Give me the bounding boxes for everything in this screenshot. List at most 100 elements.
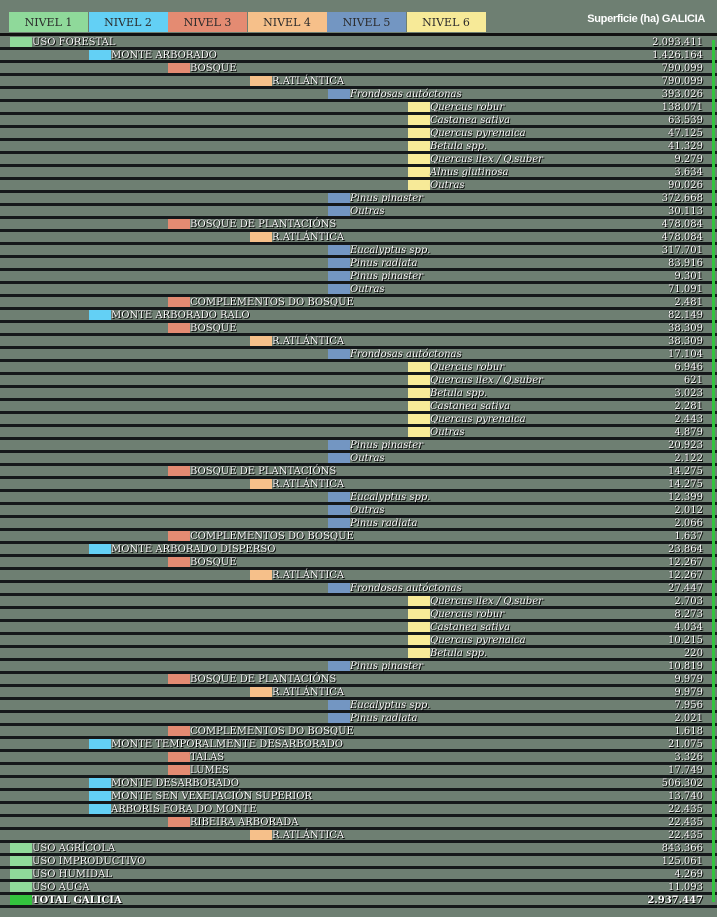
- table-row: BOSQUE 790.099: [0, 63, 717, 76]
- table-row: Outras 90.026: [0, 180, 717, 193]
- level-legend-6: NIVEL 6: [406, 12, 486, 32]
- row-value: 17.104: [668, 349, 703, 360]
- row-label: R.ATLÁNTICA: [272, 479, 345, 490]
- row-label: Outras: [350, 505, 385, 516]
- table-row: R.ATLÁNTICA 478.084: [0, 232, 717, 245]
- table-row: MONTE ARBORADO DISPERSO 23.864: [0, 544, 717, 557]
- row-value: 1.426.164: [652, 50, 703, 61]
- row-value: 2.021: [674, 713, 703, 724]
- table-row: Quercus ilex / Q.suber 2.703: [0, 596, 717, 609]
- table-row: Pinus radiata 2.021: [0, 713, 717, 726]
- row-label: MONTE ARBORADO: [111, 50, 217, 61]
- table-row: Quercus ilex / Q.suber 621: [0, 375, 717, 388]
- row-value: 3.634: [674, 167, 703, 178]
- level-swatch: [168, 466, 190, 476]
- row-label: Pinus pinaster: [350, 193, 423, 204]
- table-row: Quercus pyrenaica 47.125: [0, 128, 717, 141]
- table-row: Quercus robur 138.071: [0, 102, 717, 115]
- row-label: Quercus pyrenaica: [430, 635, 526, 646]
- row-label: Alnus glutinosa: [430, 167, 509, 178]
- level-swatch: [408, 180, 430, 190]
- table-row: Eucalyptus spp. 317.701: [0, 245, 717, 258]
- row-value: 12.267: [668, 557, 703, 568]
- table-row: TOTAL GALICIA 2.937.447: [0, 895, 717, 908]
- row-label: Quercus ilex / Q.suber: [430, 375, 543, 386]
- row-label: Quercus ilex / Q.suber: [430, 154, 543, 165]
- table-row: Quercus robur 6.946: [0, 362, 717, 375]
- table-row: COMPLEMENTOS DO BOSQUE 2.481: [0, 297, 717, 310]
- level-swatch: [89, 791, 111, 801]
- row-value: 7.956: [674, 700, 703, 711]
- table-row: BOSQUE 38.309: [0, 323, 717, 336]
- level-swatch: [408, 167, 430, 177]
- row-label: Castanea sativa: [430, 401, 511, 412]
- row-value: 38.309: [668, 323, 703, 334]
- row-value: 82.149: [668, 310, 703, 321]
- table-row: Quercus pyrenaica 10.215: [0, 635, 717, 648]
- row-value: 9.301: [674, 271, 703, 282]
- row-value: 2.703: [674, 596, 703, 607]
- row-label: TALAS: [190, 752, 225, 763]
- table-row: MONTE ARBORADO RALO 82.149: [0, 310, 717, 323]
- table-row: BOSQUE 12.267: [0, 557, 717, 570]
- row-label: Outras: [350, 284, 385, 295]
- level-swatch: [408, 401, 430, 411]
- row-value: 27.447: [668, 583, 703, 594]
- table-row: COMPLEMENTOS DO BOSQUE 1.637: [0, 531, 717, 544]
- level-swatch: [250, 830, 272, 840]
- table-row: Betula spp. 41.329: [0, 141, 717, 154]
- level-swatch: [10, 895, 32, 905]
- level-swatch: [89, 739, 111, 749]
- level-swatch: [168, 531, 190, 541]
- table-row: R.ATLÁNTICA 9.979: [0, 687, 717, 700]
- level-swatch: [408, 141, 430, 151]
- table-row: BOSQUE DE PLANTACIÓNS 14.275: [0, 466, 717, 479]
- row-label: Quercus ilex / Q.suber: [430, 596, 543, 607]
- row-label: Pinus pinaster: [350, 271, 423, 282]
- row-value: 21.075: [668, 739, 703, 750]
- row-label: Frondosas autóctonas: [350, 89, 462, 100]
- row-label: Castanea sativa: [430, 115, 511, 126]
- row-value: 2.122: [674, 453, 703, 464]
- row-label: Eucalyptus spp.: [350, 245, 431, 256]
- table-row: Pinus radiata 83.916: [0, 258, 717, 271]
- row-value: 9.279: [674, 154, 703, 165]
- row-value: 12.267: [668, 570, 703, 581]
- level-swatch: [408, 427, 430, 437]
- row-label: BOSQUE DE PLANTACIÓNS: [190, 674, 337, 685]
- row-value: 2.443: [674, 414, 703, 425]
- level-swatch: [250, 336, 272, 346]
- level-swatch: [168, 674, 190, 684]
- level-swatch: [250, 479, 272, 489]
- right-edge-bar: [712, 40, 715, 902]
- row-value: 3.023: [674, 388, 703, 399]
- level-swatch: [168, 297, 190, 307]
- row-value: 478.084: [661, 232, 703, 243]
- row-label: ARBORIS FORA DO MONTE: [111, 804, 257, 815]
- row-value: 506.302: [661, 778, 703, 789]
- row-label: R.ATLÁNTICA: [272, 232, 345, 243]
- row-value: 23.864: [668, 544, 703, 555]
- row-label: Pinus radiata: [350, 713, 418, 724]
- level-swatch: [10, 843, 32, 853]
- level-swatch: [408, 128, 430, 138]
- table-row: Eucalyptus spp. 12.399: [0, 492, 717, 505]
- row-label: USO AGRÍCOLA: [32, 843, 116, 854]
- row-value: 13.740: [668, 791, 703, 802]
- level-swatch: [328, 271, 350, 281]
- level-swatch: [328, 661, 350, 671]
- row-value: 125.061: [661, 856, 703, 867]
- row-label: USO HUMIDAL: [32, 869, 112, 880]
- row-label: COMPLEMENTOS DO BOSQUE: [190, 726, 354, 737]
- row-label: Pinus radiata: [350, 258, 418, 269]
- level-swatch: [328, 453, 350, 463]
- row-label: COMPLEMENTOS DO BOSQUE: [190, 297, 354, 308]
- row-label: Quercus pyrenaica: [430, 414, 526, 425]
- row-label: R.ATLÁNTICA: [272, 76, 345, 87]
- row-value: 6.946: [674, 362, 703, 373]
- table-row: ARBORIS FORA DO MONTE 22.435: [0, 804, 717, 817]
- table-row: Quercus robur 8.273: [0, 609, 717, 622]
- level-swatch: [408, 375, 430, 385]
- level-swatch: [408, 115, 430, 125]
- level-legend-1: NIVEL 1: [9, 12, 88, 32]
